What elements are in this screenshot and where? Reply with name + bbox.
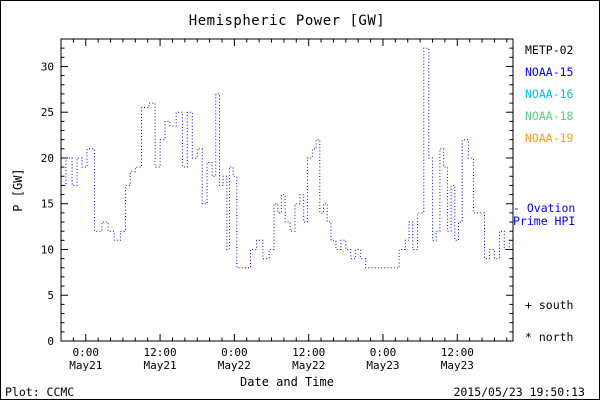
svg-text:5: 5 xyxy=(47,289,54,302)
svg-text:12:00: 12:00 xyxy=(441,346,474,359)
svg-text:0:00: 0:00 xyxy=(221,346,248,359)
svg-text:25: 25 xyxy=(41,106,54,119)
legend-item-noaa15: NOAA-15 xyxy=(525,65,574,79)
svg-text:0: 0 xyxy=(47,335,54,348)
svg-text:May23: May23 xyxy=(441,359,474,372)
svg-text:May22: May22 xyxy=(218,359,251,372)
svg-text:12:00: 12:00 xyxy=(144,346,177,359)
legend-item-noaa16: NOAA-16 xyxy=(525,87,574,101)
svg-text:15: 15 xyxy=(41,198,54,211)
chart-title: Hemispheric Power [GW] xyxy=(188,13,386,29)
svg-text:May21: May21 xyxy=(144,359,177,372)
plot-credit: Plot: CCMC xyxy=(5,385,75,399)
hpi-step-line xyxy=(61,47,513,269)
plot-timestamp: 2015/05/23 19:50:13 xyxy=(453,385,585,399)
legend-item-metp02: METP-02 xyxy=(525,43,574,57)
series-label-ovation-line1: - Ovation xyxy=(513,201,576,215)
legend-item-noaa19: NOAA-19 xyxy=(525,131,574,145)
svg-text:20: 20 xyxy=(41,152,54,165)
svg-text:May21: May21 xyxy=(69,359,102,372)
svg-text:May23: May23 xyxy=(366,359,399,372)
svg-text:30: 30 xyxy=(41,60,54,73)
svg-text:10: 10 xyxy=(41,243,54,256)
south-marker-key: + south xyxy=(525,298,574,312)
series-label-ovation-line2: Prime HPI xyxy=(513,214,576,228)
svg-text:0:00: 0:00 xyxy=(73,346,100,359)
svg-text:12:00: 12:00 xyxy=(292,346,325,359)
x-axis-label: Date and Time xyxy=(240,375,334,389)
north-marker-key: * north xyxy=(525,330,574,344)
legend-item-noaa18: NOAA-18 xyxy=(525,109,574,123)
svg-text:May22: May22 xyxy=(292,359,325,372)
svg-text:0:00: 0:00 xyxy=(370,346,397,359)
